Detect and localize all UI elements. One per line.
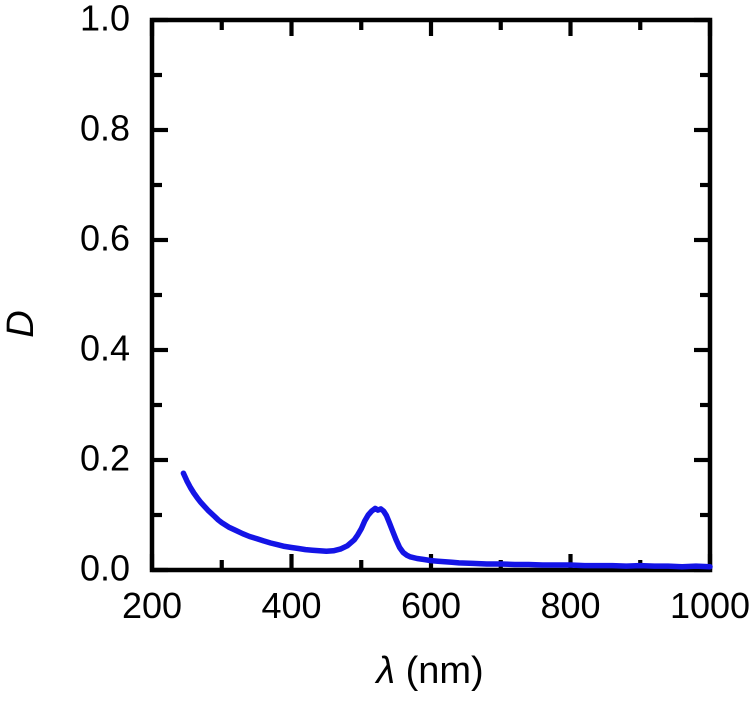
y-tick-label-0.4: 0.4 xyxy=(79,327,130,369)
y-tick-label-0.2: 0.2 xyxy=(79,437,130,479)
x-axis-unit: (nm) xyxy=(395,650,484,692)
y-axis-title: D xyxy=(0,310,42,338)
y-tick-label-0.6: 0.6 xyxy=(79,217,130,259)
x-tick-label-400: 400 xyxy=(261,585,322,626)
y-tick-label-1.0: 1.0 xyxy=(79,0,130,39)
x-tick-label-600: 600 xyxy=(400,585,462,626)
y-tick-label-0.8: 0.8 xyxy=(79,107,130,149)
x-axis-title: λ (nm) xyxy=(280,650,580,694)
axis-ticks xyxy=(149,17,713,573)
spectrum-curve xyxy=(180,470,713,570)
y-tick-label-0.0: 0.0 xyxy=(79,547,130,589)
x-tick-label-800: 800 xyxy=(540,585,601,626)
lambda-symbol: λ xyxy=(376,650,396,692)
x-tick-label-200: 200 xyxy=(121,585,183,626)
x-tick-label-1000: 1000 xyxy=(669,585,750,626)
plot-area-border xyxy=(149,17,713,573)
